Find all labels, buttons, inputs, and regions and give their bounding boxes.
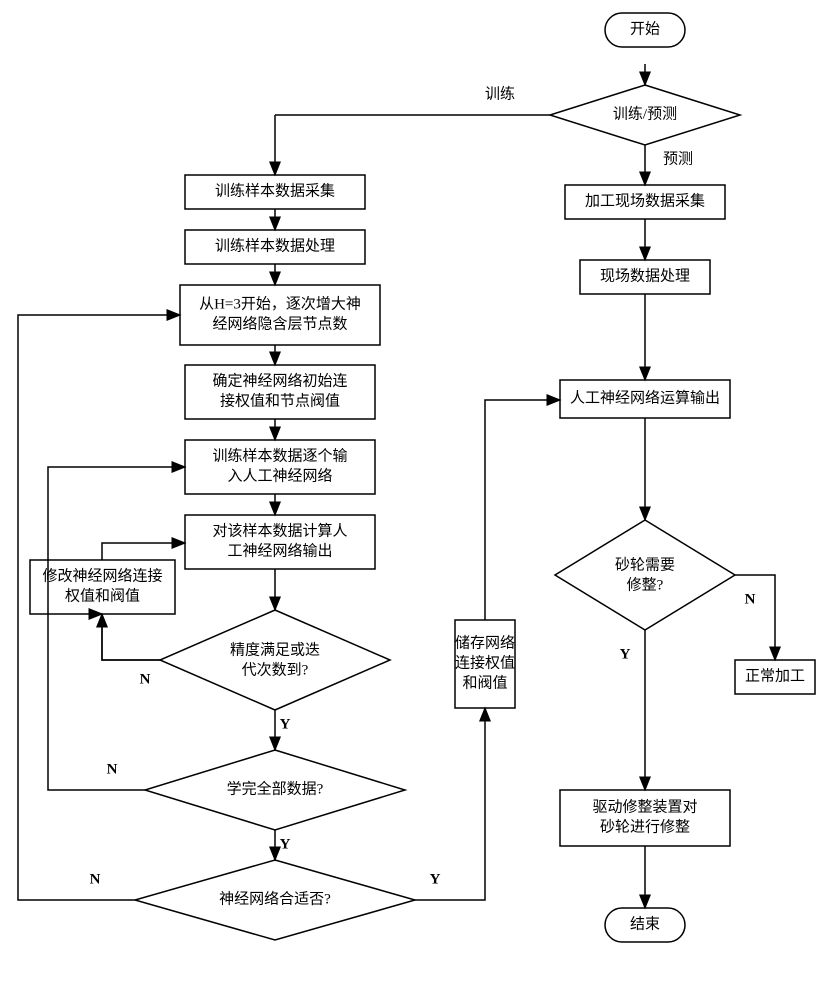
start-label: 开始 — [630, 20, 660, 37]
edge-label-n: N — [745, 591, 756, 607]
process-increaseH-label: 经网络隐含层节点数 — [212, 315, 347, 332]
process-modifyWeights-label: 修改神经网络连接 — [42, 567, 162, 584]
edge-label-n: N — [107, 761, 118, 777]
decision-allData-label: 学完全部数据? — [227, 779, 324, 797]
edge-12 — [102, 614, 160, 660]
edge-16 — [48, 467, 185, 790]
process-modifyWeights-label: 权值和阀值 — [65, 587, 140, 604]
edge-label: 训练 — [485, 85, 515, 102]
end-label: 结束 — [630, 915, 660, 932]
process-storeWeights-label: 连接权值 — [455, 654, 515, 671]
process-fieldCollect-label: 加工现场数据采集 — [585, 192, 705, 209]
decision-needTrim-label: 修整? — [627, 576, 664, 593]
process-increaseH — [180, 285, 380, 345]
process-driveTrim-label: 砂轮进行修整 — [600, 818, 690, 835]
process-storeWeights-label: 储存网络 — [455, 634, 515, 651]
decision-needTrim-label: 砂轮需要 — [615, 556, 675, 573]
edge-18 — [415, 708, 485, 900]
decision-precision-label: 精度满足或迭 — [230, 641, 320, 658]
process-initWeights-label: 确定神经网络初始连 — [212, 372, 347, 389]
decision-suitable-label: 神经网络合适否? — [219, 890, 331, 907]
edge-label-y: Y — [280, 836, 291, 852]
edge-label-y: Y — [280, 716, 291, 732]
edge-label: 预测 — [663, 150, 693, 167]
edge-label-y: Y — [430, 871, 441, 887]
process-storeWeights-label: 和阀值 — [462, 674, 507, 691]
decision-precision-label: 代次数到? — [242, 661, 309, 678]
process-initWeights-label: 接权值和节点阀值 — [220, 392, 340, 409]
decision-needTrim — [555, 520, 735, 630]
edge-19 — [485, 400, 560, 620]
process-inputSample-label: 入人工神经网络 — [227, 467, 332, 484]
process-nnOutput-label: 人工神经网络运算输出 — [570, 388, 720, 406]
edge-25 — [735, 575, 775, 660]
decision-precision — [160, 610, 390, 710]
decision-trainPredict-label: 训练/预测 — [613, 105, 677, 122]
process-trainCollect-label: 训练样本数据采集 — [215, 182, 335, 199]
process-trainProcess-label: 训练样本数据处理 — [215, 237, 335, 254]
edge-label-n: N — [140, 671, 151, 687]
process-driveTrim-label: 驱动修整装置对 — [592, 798, 697, 815]
process-inputSample-label: 训练样本数据逐个输 — [212, 447, 347, 464]
edge-label-n: N — [90, 871, 101, 887]
process-fieldProcess-label: 现场数据处理 — [600, 267, 690, 284]
edge-14 — [102, 614, 160, 660]
process-calcOutput-label: 对该样本数据计算人 — [212, 521, 347, 539]
edge-label-y: Y — [620, 646, 631, 662]
process-driveTrim — [560, 790, 730, 846]
process-calcOutput-label: 工神经网络输出 — [227, 542, 332, 559]
process-normalWork-label: 正常加工 — [745, 667, 805, 684]
edge-15 — [102, 543, 185, 560]
process-increaseH-label: 从H=3开始，逐次增大神 — [199, 295, 361, 312]
